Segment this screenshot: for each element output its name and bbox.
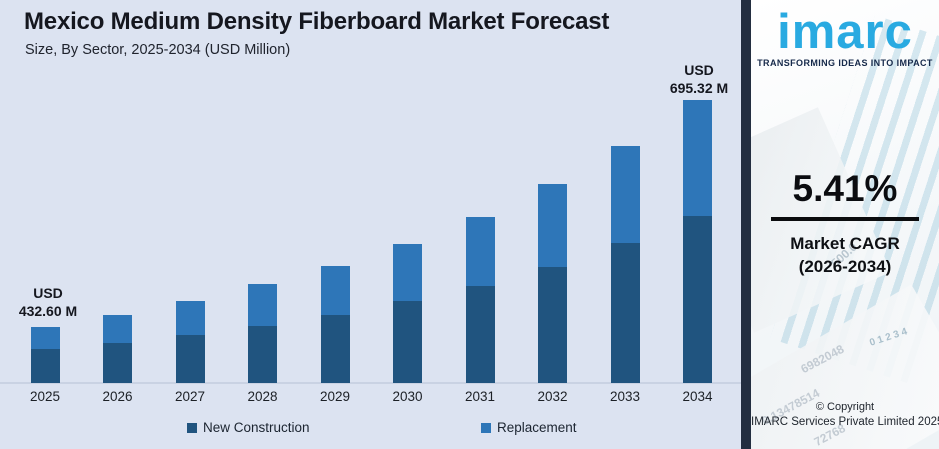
- bar-2027-new-construction-segment: [175, 335, 205, 383]
- x-axis-label-2033: 2033: [609, 389, 641, 404]
- cagr-label: Market CAGR: [790, 234, 900, 253]
- x-axis-label-2031: 2031: [464, 389, 496, 404]
- plot-area: 2025 2026 2027 2028 2029 2030 2031 2032 2033 2034: [0, 100, 741, 404]
- chart-section: Mexico Medium Density Fiberboard Market …: [0, 8, 741, 435]
- value-label-2034: USD 695.32 M: [670, 61, 728, 97]
- legend-swatch-new-construction: [187, 422, 197, 433]
- bar-2026-new-construction-segment: [103, 343, 132, 383]
- bar-2030: [393, 244, 422, 383]
- page-title: Mexico Medium Density Fiberboard Market …: [24, 8, 610, 35]
- x-axis-line: [0, 382, 741, 384]
- bar-2030-new-construction-segment: [393, 301, 422, 383]
- x-axis-label-2026: 2026: [102, 389, 133, 404]
- x-axis-label-2027: 2027: [174, 389, 206, 404]
- copyright-symbol-line: © Copyright: [815, 401, 875, 413]
- decor-number: 6982048: [798, 341, 847, 377]
- imarc-logo: imarc TRANSFORMING IDEAS INTO IMPACT: [751, 5, 939, 68]
- legend-label-new-construction: New Construction: [203, 420, 310, 435]
- x-axis-label-2034: 2034: [682, 389, 713, 404]
- value-label-2025-currency: USD: [33, 285, 63, 301]
- copyright-company-line: IMARC Services Private Limited 2025: [751, 416, 939, 428]
- page-subtitle: Size, By Sector, 2025-2034 (USD Million): [25, 42, 291, 58]
- bar-2028-new-construction-segment: [248, 326, 277, 383]
- panel-divider: [741, 0, 751, 449]
- bar-2034: [683, 100, 712, 383]
- bar-2032: [538, 184, 567, 383]
- x-axis-label-2029: 2029: [319, 389, 351, 404]
- bar-2031: [465, 217, 495, 383]
- legend-item-replacement: Replacement: [481, 420, 577, 435]
- value-label-2025-amount: 432.60 M: [18, 303, 78, 320]
- bar-2026: [103, 315, 132, 383]
- copyright: © Copyright IMARC Services Private Limit…: [751, 401, 939, 428]
- value-label-2034-amount: 695.32 M: [669, 80, 729, 97]
- brand-panel: 500.0 0 1 2 3 4 6982048 0.13478514 72768…: [751, 0, 939, 449]
- bar-2034-new-construction-segment: [683, 216, 712, 383]
- bar-2028: [248, 284, 277, 383]
- cagr-block: 5.41% Market CAGR (2026-2034): [751, 168, 939, 279]
- bar-2033: [610, 146, 640, 383]
- legend-item-new-construction: New Construction: [187, 420, 310, 435]
- bar-2029-new-construction-segment: [320, 315, 350, 383]
- value-label-2034-currency: USD: [684, 62, 714, 78]
- bar-2032-new-construction-segment: [538, 267, 567, 383]
- imarc-logo-text: imarc: [777, 5, 913, 59]
- cagr-value: 5.41%: [792, 168, 898, 209]
- x-axis-label-2025: 2025: [29, 389, 61, 404]
- x-axis-label-2028: 2028: [247, 389, 278, 404]
- bar-2031-new-construction-segment: [465, 286, 495, 383]
- legend-label-replacement: Replacement: [497, 420, 577, 435]
- imarc-logo-tagline: TRANSFORMING IDEAS INTO IMPACT: [757, 57, 933, 68]
- value-label-2025: USD 432.60 M: [19, 284, 77, 320]
- x-axis-label-2032: 2032: [537, 389, 568, 404]
- bar-2025: [30, 327, 60, 383]
- bar-2027: [175, 301, 205, 383]
- bar-2033-new-construction-segment: [610, 243, 640, 383]
- cagr-period: (2026-2034): [798, 256, 892, 276]
- x-axis-label-2030: 2030: [392, 389, 423, 404]
- decor-numbers-area: 6982048 0.13478514 72768: [751, 320, 939, 449]
- bar-2029: [320, 266, 350, 383]
- cagr-divider-line: [771, 217, 919, 221]
- bar-2025-new-construction-segment: [30, 349, 60, 383]
- legend-swatch-replacement: [481, 422, 491, 433]
